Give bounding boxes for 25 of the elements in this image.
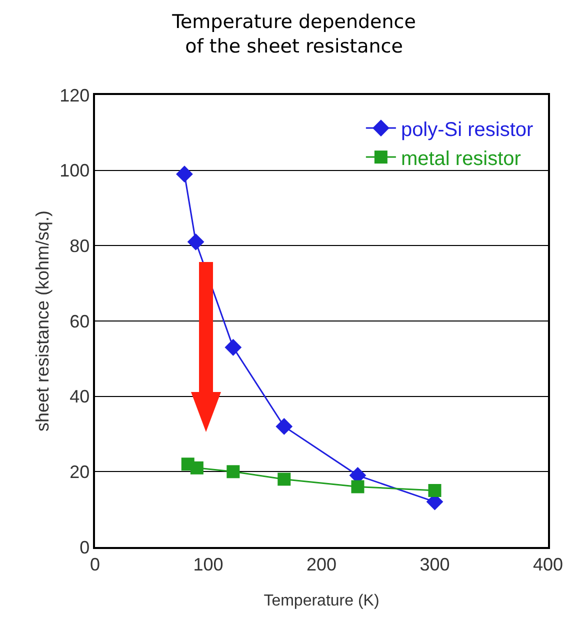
point: [187, 233, 204, 250]
point: [226, 465, 240, 478]
point: [176, 166, 193, 183]
point: [428, 484, 442, 497]
y-tick-label: 60: [70, 311, 90, 332]
chart-title: Temperature dependence of the sheet resistance: [171, 10, 416, 58]
y-tick-label: 40: [70, 386, 90, 407]
x-axis-title: Temperature (K): [264, 592, 380, 610]
point: [224, 338, 242, 356]
y-tick-label: 80: [70, 236, 90, 256]
point: [278, 472, 291, 486]
y-tick-label: 0: [80, 537, 90, 558]
y-tick-label: 120: [60, 85, 90, 106]
x-tick-label: 300: [420, 554, 450, 574]
x-tick-label: 200: [306, 554, 337, 574]
y-tick-label: 20: [70, 462, 90, 482]
point: [351, 480, 364, 494]
legend-label: poly-Si resistor: [400, 118, 534, 141]
point: [276, 418, 293, 435]
point: [190, 461, 204, 474]
x-tick-label: 100: [193, 554, 224, 574]
x-tick-label: 400: [532, 554, 564, 574]
legend-label: metal resistor: [400, 148, 522, 170]
y-tick-label: 100: [60, 160, 90, 181]
y-axis-title: sheet resistance (kohm/sq.): [32, 210, 52, 432]
